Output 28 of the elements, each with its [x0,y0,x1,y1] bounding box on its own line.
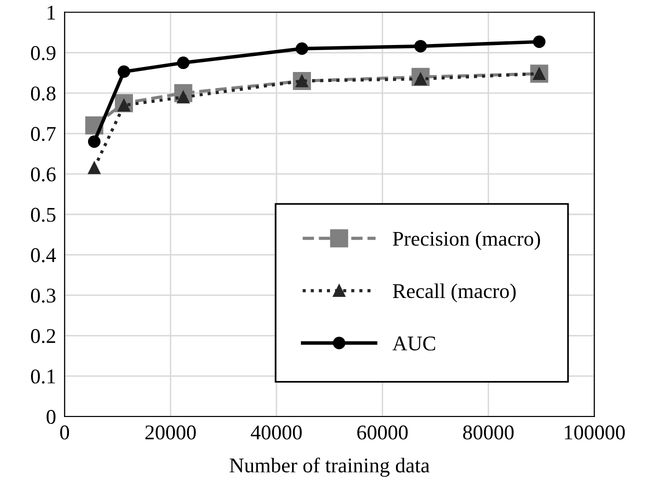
point [88,162,101,174]
x-axis-title: Number of training data [230,458,430,477]
point [88,135,101,148]
x-tick-label: 20000 [145,425,196,440]
y-tick-label: 1 [48,6,56,20]
x-tick-label: 100000 [564,425,625,440]
point [296,42,308,55]
x-tick-label: 0 [60,425,70,440]
point [532,36,546,48]
legend-label: AUC [392,336,436,351]
point [118,65,130,78]
y-tick-label: 0.3 [31,288,56,303]
x-tick-label: 60000 [357,425,408,440]
y-tick-label: 0.6 [31,167,56,182]
y-tick-label: 0.7 [31,126,56,142]
point [177,56,190,70]
legend-label: Recall (macro) [392,284,516,302]
x-tick-label: 40000 [250,425,302,440]
y-tick-label: 0.5 [31,208,56,222]
x-tick-label: 80000 [463,425,514,440]
y-tick-label: 0.4 [31,248,56,262]
point [414,40,427,52]
y-tick-label: 0.2 [31,329,56,344]
y-tick-label: 0 [46,410,56,424]
y-tick-label: 0.9 [31,46,56,60]
y-tick-label: 0.8 [31,86,56,101]
legend-label: Precision (macro) [392,231,540,250]
y-tick-label: 0.1 [31,369,56,384]
